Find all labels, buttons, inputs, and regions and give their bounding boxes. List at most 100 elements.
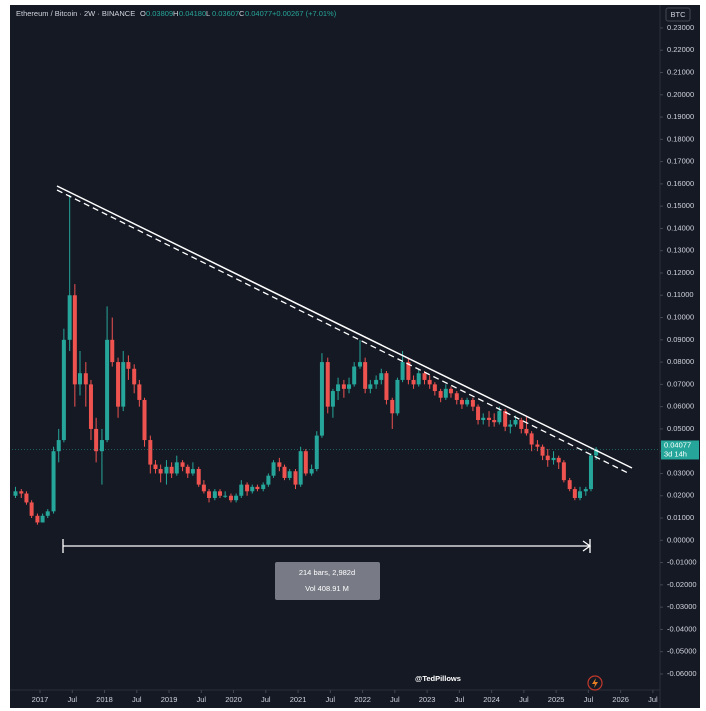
candle-body	[492, 420, 497, 423]
candle-body	[556, 457, 561, 463]
y-tick-label: 0.07000	[667, 379, 694, 388]
logo-icon	[587, 675, 603, 691]
candle-body	[395, 379, 400, 414]
candle-body	[561, 462, 566, 481]
candle-body	[153, 464, 158, 470]
y-tick-label: 0.06000	[667, 402, 694, 411]
y-tick-label: 0.10000	[667, 313, 694, 322]
y-tick-label: 0.11000	[667, 290, 694, 299]
x-tick-label: 2017	[32, 695, 49, 704]
candle-body	[448, 388, 453, 394]
candle-body	[503, 411, 508, 427]
x-tick-label: Jul	[455, 695, 465, 704]
candle-body	[99, 440, 104, 452]
measure-line-1: 214 bars, 2,982d	[299, 568, 355, 577]
candle-body	[513, 420, 518, 425]
candle-body	[116, 362, 121, 407]
candle-body	[454, 393, 459, 400]
x-tick-label: Jul	[196, 695, 206, 704]
candle-body	[422, 373, 427, 380]
x-tick-label: Jul	[67, 695, 77, 704]
candle-body	[416, 373, 421, 385]
candle-body	[594, 449, 599, 456]
y-tick-label: 0.05000	[667, 424, 694, 433]
candle-body	[19, 491, 24, 494]
y-tick-label: 0.14000	[667, 223, 694, 232]
candle-body	[185, 466, 190, 474]
trendline	[56, 185, 633, 469]
candle-body	[245, 484, 250, 492]
candle-body	[459, 399, 464, 405]
y-tick-label: 0.16000	[667, 179, 694, 188]
candle-body	[271, 462, 276, 476]
y-tick-label: 0.09000	[667, 335, 694, 344]
last-price-label: 0.04077	[664, 440, 691, 449]
candle-body	[132, 368, 137, 385]
candle-body	[45, 511, 50, 516]
quote-value: 0.04077	[245, 9, 272, 18]
candle-body	[303, 451, 308, 474]
quote-change: +0.00267 (+7.01%)	[272, 9, 337, 18]
candle-body	[438, 391, 443, 398]
candle-body	[61, 339, 66, 441]
candle-body	[487, 417, 492, 421]
measure-line-2: Vol 408.91 M	[305, 584, 349, 593]
candle-body	[250, 486, 255, 492]
candle-body	[352, 366, 357, 385]
x-tick-label: 2025	[548, 695, 565, 704]
candle-body	[148, 440, 153, 465]
y-tick-label: 0.15000	[667, 201, 694, 210]
candle-body	[465, 399, 470, 405]
candle-body	[540, 446, 545, 456]
candle-body	[432, 384, 437, 392]
currency-label: BTC	[671, 10, 687, 19]
measure-arrow	[62, 539, 592, 553]
y-tick-label: -0.05000	[667, 647, 697, 656]
quote-key: H	[173, 9, 178, 18]
candle-body	[567, 480, 572, 490]
candle-body	[336, 384, 341, 392]
y-tick-label: 0.12000	[667, 268, 694, 277]
candle-body	[137, 384, 142, 400]
x-tick-label: Jul	[132, 695, 142, 704]
candle-body	[83, 373, 88, 385]
y-tick-label: -0.04000	[667, 624, 697, 633]
candle-body	[56, 440, 61, 452]
candle-body	[29, 502, 34, 516]
candle-body	[298, 451, 303, 485]
candle-body	[158, 469, 163, 474]
candle-body	[196, 469, 201, 485]
candle-body	[35, 515, 40, 523]
candle-body	[319, 362, 324, 436]
x-tick-label: 2022	[354, 695, 371, 704]
candle-body	[234, 495, 239, 501]
y-tick-label: 0.23000	[667, 23, 694, 32]
candle-body	[207, 491, 212, 498]
candle-body	[363, 362, 368, 389]
x-tick-label: 2026	[612, 695, 629, 704]
candle-body	[341, 384, 346, 389]
x-tick-label: 2019	[161, 695, 178, 704]
candle-body	[508, 424, 513, 427]
quote-value: 0.03607	[212, 9, 239, 18]
candle-body	[400, 362, 405, 380]
y-tick-label: 0.03000	[667, 468, 694, 477]
candle-body	[105, 339, 110, 441]
candle-body	[330, 391, 335, 407]
candle-body	[535, 444, 540, 447]
candle-body	[190, 469, 195, 474]
y-tick-label: 0.01000	[667, 513, 694, 522]
candle-body	[255, 486, 260, 490]
candle-body	[72, 295, 77, 385]
y-tick-label: -0.02000	[667, 580, 697, 589]
candle-body	[40, 515, 45, 523]
candle-body	[358, 362, 362, 367]
header: Ethereum / Bitcoin · 2W · BINANCE O 0.038…	[16, 9, 337, 18]
quote-key: C	[239, 9, 245, 18]
candle-body	[293, 471, 298, 485]
last-price-tag	[661, 440, 699, 460]
quote-key: O	[140, 9, 146, 18]
x-tick-label: Jul	[648, 695, 658, 704]
x-tick-label: 2021	[290, 695, 307, 704]
